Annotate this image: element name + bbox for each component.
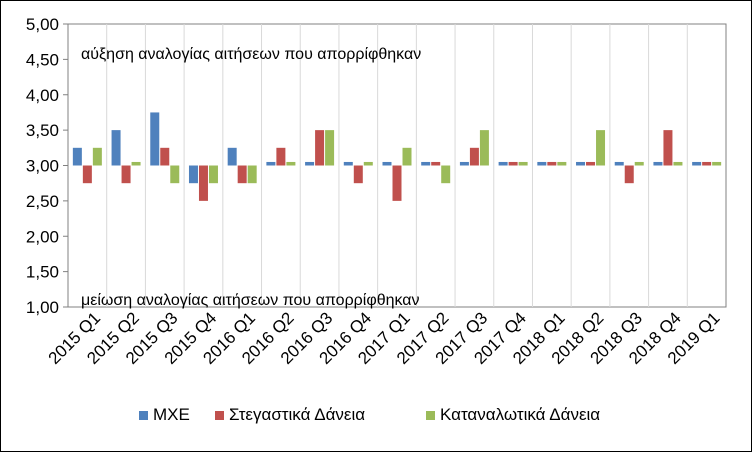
bar bbox=[479, 130, 489, 166]
y-axis: 1,00 1,50 2,00 2,50 3,00 3,50 4,00 4,50 5,00 bbox=[26, 15, 69, 317]
bar bbox=[72, 147, 82, 166]
legend-label: Καταναλωτικά Δάνεια bbox=[440, 405, 600, 424]
legend-label: ΜΧΕ bbox=[153, 405, 190, 424]
bar bbox=[266, 161, 276, 166]
y-tick-label: 4,50 bbox=[26, 50, 59, 69]
legend-label: Στεγαστικά Δάνεια bbox=[229, 405, 365, 424]
bar bbox=[170, 165, 180, 184]
bar bbox=[160, 147, 170, 166]
bar bbox=[227, 147, 237, 166]
bar bbox=[498, 161, 508, 166]
bar bbox=[508, 161, 518, 166]
bar bbox=[653, 161, 663, 166]
bar bbox=[237, 165, 247, 184]
bar bbox=[247, 165, 257, 184]
y-tick-label: 3,00 bbox=[26, 157, 59, 176]
bar bbox=[441, 165, 451, 184]
y-tick-label: 1,50 bbox=[26, 263, 59, 282]
bars bbox=[72, 112, 722, 201]
bar bbox=[325, 130, 335, 166]
legend: ΜΧΕ Στεγαστικά Δάνεια Καταναλωτικά Δάνεια bbox=[139, 405, 600, 424]
gridlines bbox=[67, 23, 727, 308]
bar bbox=[459, 161, 469, 166]
annotation-bottom: μείωση αναλογίας αιτήσεων που απορρίφθηκ… bbox=[81, 292, 420, 309]
annotation-top: αύξηση αναλογίας αιτήσεων που απορρίφθηκ… bbox=[81, 46, 421, 63]
y-tick-label: 1,00 bbox=[26, 298, 59, 317]
bar bbox=[663, 130, 673, 166]
bar bbox=[557, 161, 567, 166]
bar bbox=[315, 130, 325, 166]
bar bbox=[276, 147, 286, 166]
bar bbox=[198, 165, 208, 201]
bar bbox=[208, 165, 218, 184]
bar bbox=[111, 130, 121, 166]
bar bbox=[692, 161, 702, 166]
bar bbox=[92, 147, 102, 166]
legend-swatch bbox=[426, 411, 435, 420]
y-tick-label: 3,50 bbox=[26, 121, 59, 140]
bar bbox=[624, 165, 634, 184]
bar bbox=[614, 161, 624, 166]
legend-swatch bbox=[139, 411, 148, 420]
bar bbox=[469, 147, 479, 166]
bar bbox=[596, 130, 606, 166]
bar bbox=[702, 161, 712, 166]
bar bbox=[547, 161, 557, 166]
bar bbox=[518, 161, 528, 166]
bar bbox=[576, 161, 586, 166]
bar bbox=[431, 161, 441, 166]
bar bbox=[82, 165, 92, 184]
bar bbox=[343, 161, 353, 166]
legend-swatch bbox=[215, 411, 224, 420]
bar bbox=[402, 147, 412, 166]
bar bbox=[421, 161, 431, 166]
bar bbox=[537, 161, 547, 166]
y-tick-label: 4,00 bbox=[26, 86, 59, 105]
y-tick-label: 2,50 bbox=[26, 192, 59, 211]
bar bbox=[382, 161, 392, 166]
bar bbox=[305, 161, 315, 166]
bar bbox=[353, 165, 363, 184]
y-tick-label: 5,00 bbox=[26, 15, 59, 34]
bar bbox=[363, 161, 373, 166]
bar bbox=[634, 161, 644, 166]
bar bbox=[392, 165, 402, 201]
bar bbox=[131, 161, 141, 166]
bar bbox=[150, 112, 160, 166]
y-tick-label: 2,00 bbox=[26, 227, 59, 246]
bar bbox=[673, 161, 683, 166]
bar bbox=[286, 161, 296, 166]
bar bbox=[586, 161, 596, 166]
bar bbox=[712, 161, 722, 166]
bar bbox=[188, 165, 198, 184]
bar bbox=[121, 165, 131, 184]
